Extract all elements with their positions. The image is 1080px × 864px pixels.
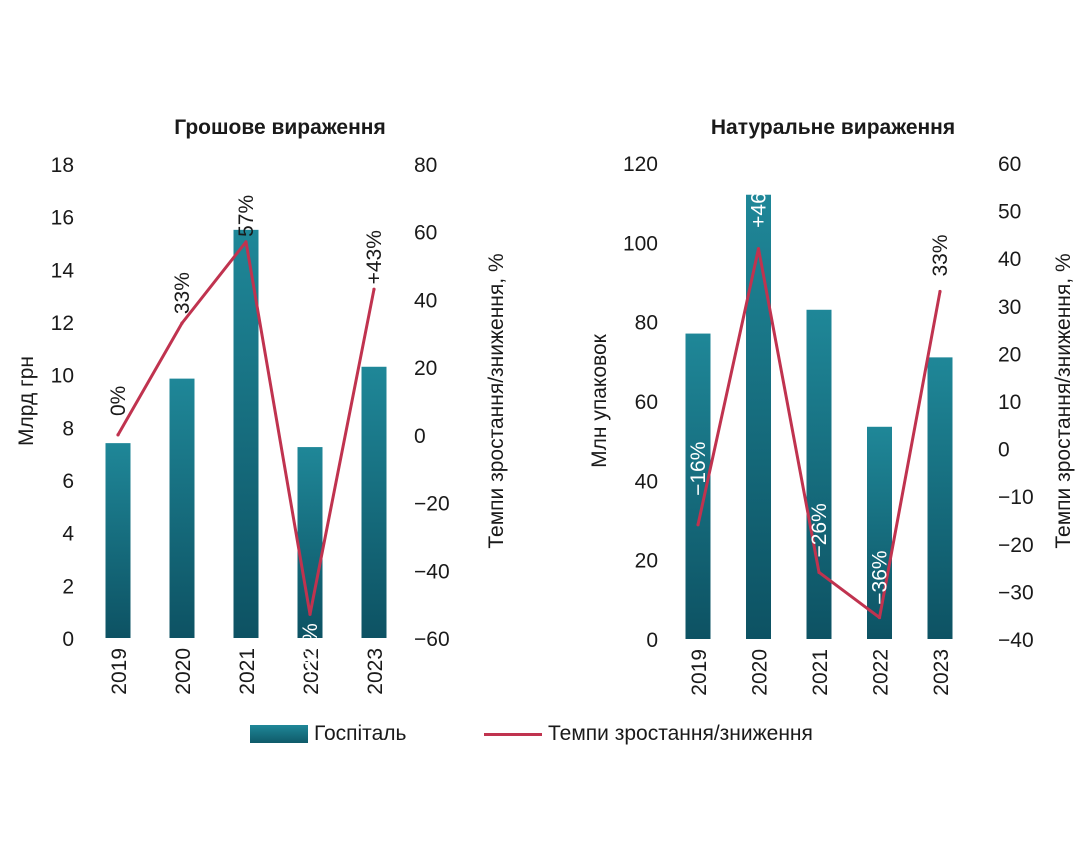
y2-tick-label: −40 <box>998 629 1034 652</box>
y2-tick-label: 0 <box>414 425 426 448</box>
x-tick-label: 2022 <box>300 648 323 695</box>
chart-physical: Натуральне вираження020406080100120−40−3… <box>588 116 1075 696</box>
y-tick-label: 18 <box>51 154 74 177</box>
y-tick-label: 40 <box>635 470 658 493</box>
y2-tick-label: 20 <box>998 343 1021 366</box>
x-tick-label: 2023 <box>930 649 953 696</box>
y2-tick-label: −60 <box>414 628 450 651</box>
y2-tick-label: 30 <box>998 296 1021 319</box>
legend-swatch-bar <box>250 725 308 743</box>
y-tick-label: 60 <box>635 391 658 414</box>
y-axis-label: Млн упаковок <box>588 333 611 467</box>
chart-title: Натуральне вираження <box>711 116 955 139</box>
y-tick-label: 120 <box>623 153 658 176</box>
chart-monetary: Грошове вираження 0 2 4 6 8 10 12 14 16 18 −60 −40 −2… <box>15 116 508 695</box>
y-tick-label: 0 <box>62 628 74 651</box>
y2-tick-label: 40 <box>414 289 437 312</box>
y2-tick-label: −10 <box>998 486 1034 509</box>
growth-point <box>817 570 821 574</box>
y-tick-label: 80 <box>635 312 658 335</box>
y-tick-label: 100 <box>623 232 658 255</box>
y2-tick-label: 80 <box>414 154 437 177</box>
bar-2019 <box>105 443 131 638</box>
growth-data-label: −26% <box>808 503 831 557</box>
y2-tick-label: −20 <box>998 534 1034 557</box>
bar-2020 <box>169 378 195 638</box>
growth-point <box>938 289 942 294</box>
y-axis-label: Млрд грн <box>15 356 38 446</box>
legend-item-line: Темпи зростання/зниження <box>484 722 813 746</box>
x-tick-label: 2021 <box>809 649 832 696</box>
growth-data-label: 57% <box>235 195 258 237</box>
y-tick-label: 0 <box>646 629 658 652</box>
y2-tick-label: 50 <box>998 201 1021 224</box>
y-tick-label: 20 <box>635 550 658 573</box>
y2-tick-label: 0 <box>998 439 1010 462</box>
y-tick-label: 6 <box>62 470 74 493</box>
growth-point <box>877 615 882 620</box>
y2-tick-label: 20 <box>414 357 437 380</box>
y2-tick-label: −40 <box>414 560 450 583</box>
y2-axis-label: Темпи зростання/зниження, % <box>1052 253 1075 548</box>
x-tick-label: 2023 <box>364 648 387 695</box>
y-tick-label: 2 <box>62 575 74 598</box>
y2-tick-label: 10 <box>998 391 1021 414</box>
growth-point <box>308 612 312 616</box>
x-tick-label: 2021 <box>236 648 259 695</box>
y2-tick-label: −30 <box>998 581 1034 604</box>
bar-2022 <box>867 426 892 639</box>
y2-tick-label: 60 <box>998 153 1021 176</box>
y-tick-label: 8 <box>62 417 74 440</box>
x-tick-label: 2022 <box>870 649 893 696</box>
legend-swatch-line <box>484 732 542 736</box>
legend-label-bar: Госпіталь <box>314 722 407 745</box>
growth-data-label: −16% <box>687 442 710 496</box>
bar-2023 <box>361 366 387 638</box>
growth-data-label: +43% <box>363 230 386 284</box>
bar-2021 <box>806 309 832 639</box>
x-tick-label: 2019 <box>688 649 711 696</box>
growth-data-label: 33% <box>929 235 952 277</box>
growth-point <box>180 321 184 325</box>
growth-point <box>244 240 248 244</box>
growth-point <box>372 287 376 291</box>
chart-title: Грошове вираження <box>174 116 385 139</box>
bar-2020 <box>746 194 771 639</box>
y-tick-label: 4 <box>62 523 74 546</box>
x-tick-label: 2020 <box>172 648 195 695</box>
x-tick-label: 2019 <box>108 648 131 695</box>
y-tick-label: 10 <box>51 365 74 388</box>
bar-2023 <box>927 357 953 639</box>
growth-point <box>756 247 761 251</box>
y2-tick-label: 60 <box>414 222 437 245</box>
y2-axis-label: Темпи зростання/зниження, % <box>485 253 508 548</box>
y2-tick-label: −20 <box>414 493 450 516</box>
y-tick-label: 16 <box>51 207 74 230</box>
growth-data-label: 0% <box>107 386 130 416</box>
y-tick-label: 14 <box>51 259 75 282</box>
x-tick-label: 2020 <box>749 649 772 696</box>
growth-point <box>116 433 120 437</box>
growth-point <box>696 523 700 527</box>
growth-data-label: −36% <box>869 550 892 604</box>
y-tick-label: 12 <box>51 312 74 335</box>
growth-data-label: 33% <box>171 272 194 314</box>
growth-data-label: −53% <box>299 623 322 677</box>
legend: Госпіталь Темпи зростання/зниження <box>0 722 1080 752</box>
y2-tick-label: 40 <box>998 248 1021 271</box>
legend-label-line: Темпи зростання/зниження <box>548 722 813 745</box>
growth-data-label: +46% <box>748 174 771 228</box>
legend-item-bar: Госпіталь <box>250 722 406 746</box>
